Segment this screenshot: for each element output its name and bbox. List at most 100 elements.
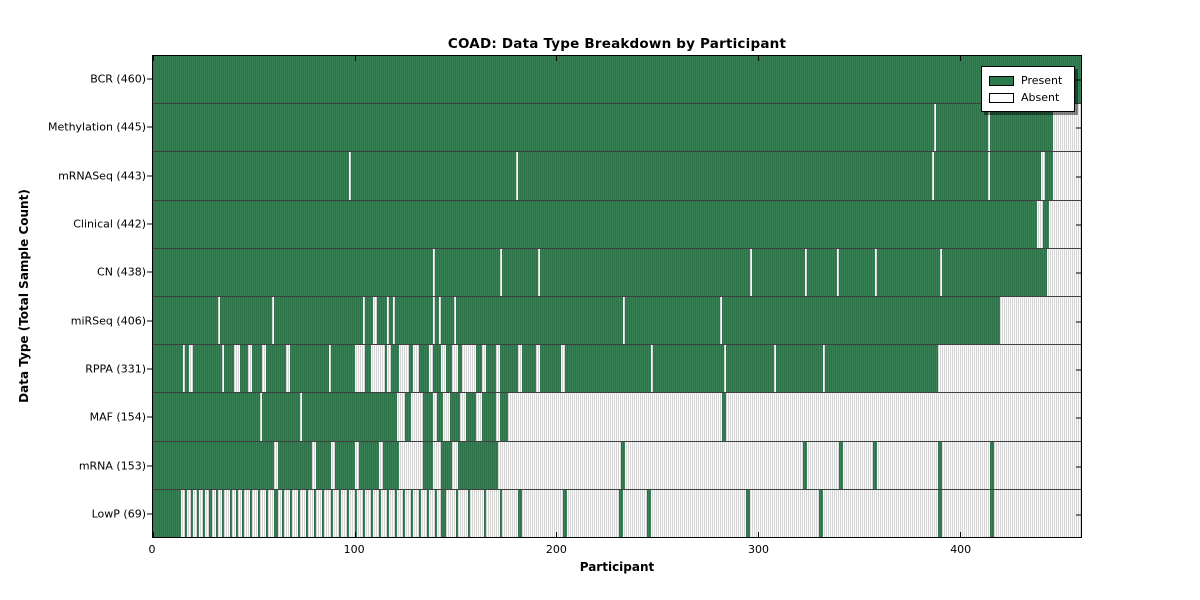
present-segment (382, 441, 400, 489)
present-segment (937, 441, 942, 489)
chart-row-mRNASeq (153, 152, 1081, 201)
y-tick-mark (147, 416, 152, 418)
present-segment (752, 248, 805, 297)
present-segment (746, 489, 751, 538)
present-segment (153, 104, 934, 152)
y-tick-label-Clinical: Clinical (442) (73, 217, 146, 231)
y-tick-mark (147, 320, 152, 322)
present-segment (290, 345, 329, 393)
chart-row-BCR (153, 56, 1081, 105)
present-segment (241, 489, 244, 538)
y-tick-label-BCR: BCR (460) (90, 72, 146, 86)
present-segment (540, 345, 561, 393)
present-segment (838, 248, 876, 297)
present-segment (625, 297, 720, 345)
present-segment (481, 393, 496, 441)
x-tick-mark (758, 532, 760, 537)
x-tick-mark (556, 56, 558, 61)
present-segment (223, 345, 234, 393)
present-segment (818, 489, 823, 538)
present-segment (540, 248, 751, 297)
present-segment (354, 489, 357, 538)
present-segment (191, 489, 194, 538)
present-segment (877, 248, 940, 297)
present-segment (391, 345, 400, 393)
y-tick-mark (1076, 224, 1081, 226)
x-tick-mark (959, 532, 961, 537)
present-segment (219, 297, 272, 345)
y-tick-mark (1076, 321, 1081, 323)
present-segment (153, 441, 275, 489)
legend-label: Absent (1021, 91, 1060, 104)
present-segment (873, 441, 878, 489)
y-tick-mark (147, 513, 152, 515)
y-tick-label-mRNASeq: mRNASeq (443) (58, 169, 146, 183)
present-segment (153, 56, 1081, 104)
present-segment (457, 345, 462, 393)
x-axis-label: Participant (579, 560, 655, 574)
present-segment (153, 152, 349, 200)
present-segment (346, 489, 349, 538)
x-tick-mark (354, 56, 356, 61)
present-segment (435, 297, 440, 345)
legend: Present Absent (981, 66, 1075, 112)
present-segment (419, 345, 430, 393)
present-segment (619, 489, 624, 538)
present-segment (364, 297, 373, 345)
present-segment (387, 489, 390, 538)
legend-entry-absent: Absent (989, 89, 1067, 106)
present-segment (518, 152, 932, 200)
x-tick-mark (959, 56, 961, 61)
chart-row-miRSeq (153, 297, 1081, 346)
present-segment (314, 489, 317, 538)
chart-row-Clinical (153, 200, 1081, 249)
present-segment (933, 152, 989, 200)
chart-row-CN (153, 248, 1081, 298)
present-segment (239, 345, 248, 393)
present-segment (215, 489, 218, 538)
present-segment (330, 345, 355, 393)
present-segment (153, 297, 218, 345)
present-segment (316, 441, 331, 489)
present-segment (395, 297, 434, 345)
y-tick-mark (147, 175, 152, 177)
y-tick-mark (1076, 127, 1081, 129)
present-segment (419, 489, 422, 538)
x-tick-mark (758, 56, 760, 61)
present-segment (378, 489, 381, 538)
legend-label: Present (1021, 74, 1063, 87)
present-segment (350, 152, 517, 200)
present-segment (518, 489, 523, 538)
present-segment (290, 489, 293, 538)
y-tick-label-LowP: LowP (69) (91, 507, 146, 521)
y-tick-label-mRNA: mRNA (153) (78, 459, 146, 473)
present-segment (445, 345, 452, 393)
x-tick-mark (354, 532, 356, 537)
present-segment (457, 441, 498, 489)
present-segment (802, 441, 807, 489)
present-segment (423, 441, 434, 489)
y-tick-mark (1076, 369, 1081, 371)
present-segment (409, 345, 414, 393)
chart-row-mRNA (153, 441, 1081, 490)
present-segment (278, 441, 313, 489)
present-segment (562, 489, 567, 538)
present-segment (249, 489, 252, 538)
x-tick-label-0: 0 (148, 543, 156, 556)
heatmap-rows (153, 56, 1081, 538)
present-segment (185, 345, 190, 393)
x-tick-label-400: 400 (950, 543, 972, 556)
present-segment (721, 297, 1001, 345)
y-tick-mark (147, 126, 152, 128)
chart-row-MAF (153, 393, 1081, 442)
present-segment (235, 489, 238, 538)
chart-row-RPPA (153, 345, 1081, 394)
legend-swatch-icon (989, 75, 1014, 86)
present-segment (1044, 152, 1053, 200)
y-tick-mark (147, 223, 152, 225)
y-tick-label-RPPA: RPPA (331) (85, 362, 146, 376)
present-segment (185, 489, 188, 538)
present-segment (274, 297, 363, 345)
present-segment (403, 489, 406, 538)
present-segment (251, 345, 262, 393)
